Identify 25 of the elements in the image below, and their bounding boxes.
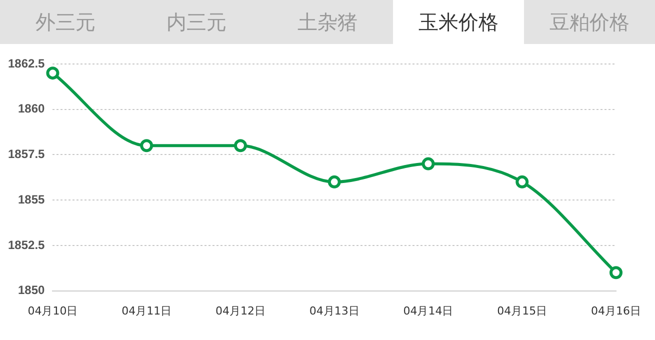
point — [328, 175, 341, 188]
y-tick-label: 1855 — [18, 192, 46, 206]
text: 土杂猪 — [262, 0, 393, 44]
text: 外三元 — [0, 0, 131, 44]
y-tick-label: 1852.5 — [8, 238, 46, 252]
y-tick-label: 1862.5 — [8, 56, 46, 70]
y-tick-label: 1860 — [18, 102, 46, 116]
y-tick-label: 1857.5 — [8, 147, 46, 162]
point — [140, 139, 154, 152]
text: 内三元 — [131, 0, 262, 44]
point — [46, 66, 60, 80]
point — [516, 175, 529, 188]
x-tick-label: 04月10日 — [28, 304, 78, 318]
point — [234, 139, 247, 152]
point — [610, 266, 623, 280]
x-tick-label: 04月13日 — [309, 304, 360, 318]
x-tick-label: 04月16日 — [591, 304, 642, 318]
point — [422, 157, 435, 170]
text: 豆粕价格 — [524, 0, 655, 44]
x-tick-label: 04月15日 — [497, 304, 548, 318]
x-tick-label: 04月11日 — [122, 304, 172, 318]
x-tick-label: 04月12日 — [215, 304, 266, 318]
chart-title: 玉米价格 — [393, 0, 524, 44]
x-tick-label: 04月14日 — [403, 304, 454, 318]
y-tick-label: 1850 — [18, 283, 46, 298]
